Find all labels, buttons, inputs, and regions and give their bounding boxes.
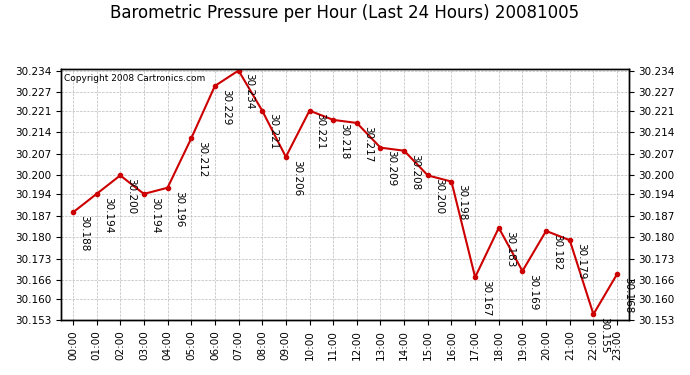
Text: 30.194: 30.194	[103, 197, 112, 233]
Text: Copyright 2008 Cartronics.com: Copyright 2008 Cartronics.com	[64, 74, 205, 83]
Text: 30.221: 30.221	[268, 113, 278, 150]
Text: 30.169: 30.169	[529, 274, 539, 310]
Text: 30.182: 30.182	[552, 234, 562, 270]
Text: 30.212: 30.212	[197, 141, 207, 177]
Text: 30.200: 30.200	[126, 178, 137, 214]
Text: Barometric Pressure per Hour (Last 24 Hours) 20081005: Barometric Pressure per Hour (Last 24 Ho…	[110, 4, 580, 22]
Text: 30.155: 30.155	[600, 317, 609, 353]
Text: 30.194: 30.194	[150, 197, 160, 233]
Text: 30.229: 30.229	[221, 89, 231, 125]
Text: 30.208: 30.208	[411, 153, 420, 190]
Text: 30.206: 30.206	[292, 160, 302, 196]
Text: 30.183: 30.183	[505, 231, 515, 267]
Text: 30.218: 30.218	[339, 123, 349, 159]
Text: 30.188: 30.188	[79, 215, 89, 252]
Text: 30.217: 30.217	[363, 126, 373, 162]
Text: 30.221: 30.221	[315, 113, 326, 150]
Text: 30.167: 30.167	[481, 280, 491, 316]
Text: 30.209: 30.209	[386, 150, 397, 187]
Text: 30.200: 30.200	[434, 178, 444, 214]
Text: 30.198: 30.198	[457, 184, 468, 221]
Text: 30.168: 30.168	[623, 277, 633, 313]
Text: 30.234: 30.234	[245, 73, 255, 110]
Text: 30.179: 30.179	[576, 243, 586, 279]
Text: 30.196: 30.196	[174, 190, 184, 227]
